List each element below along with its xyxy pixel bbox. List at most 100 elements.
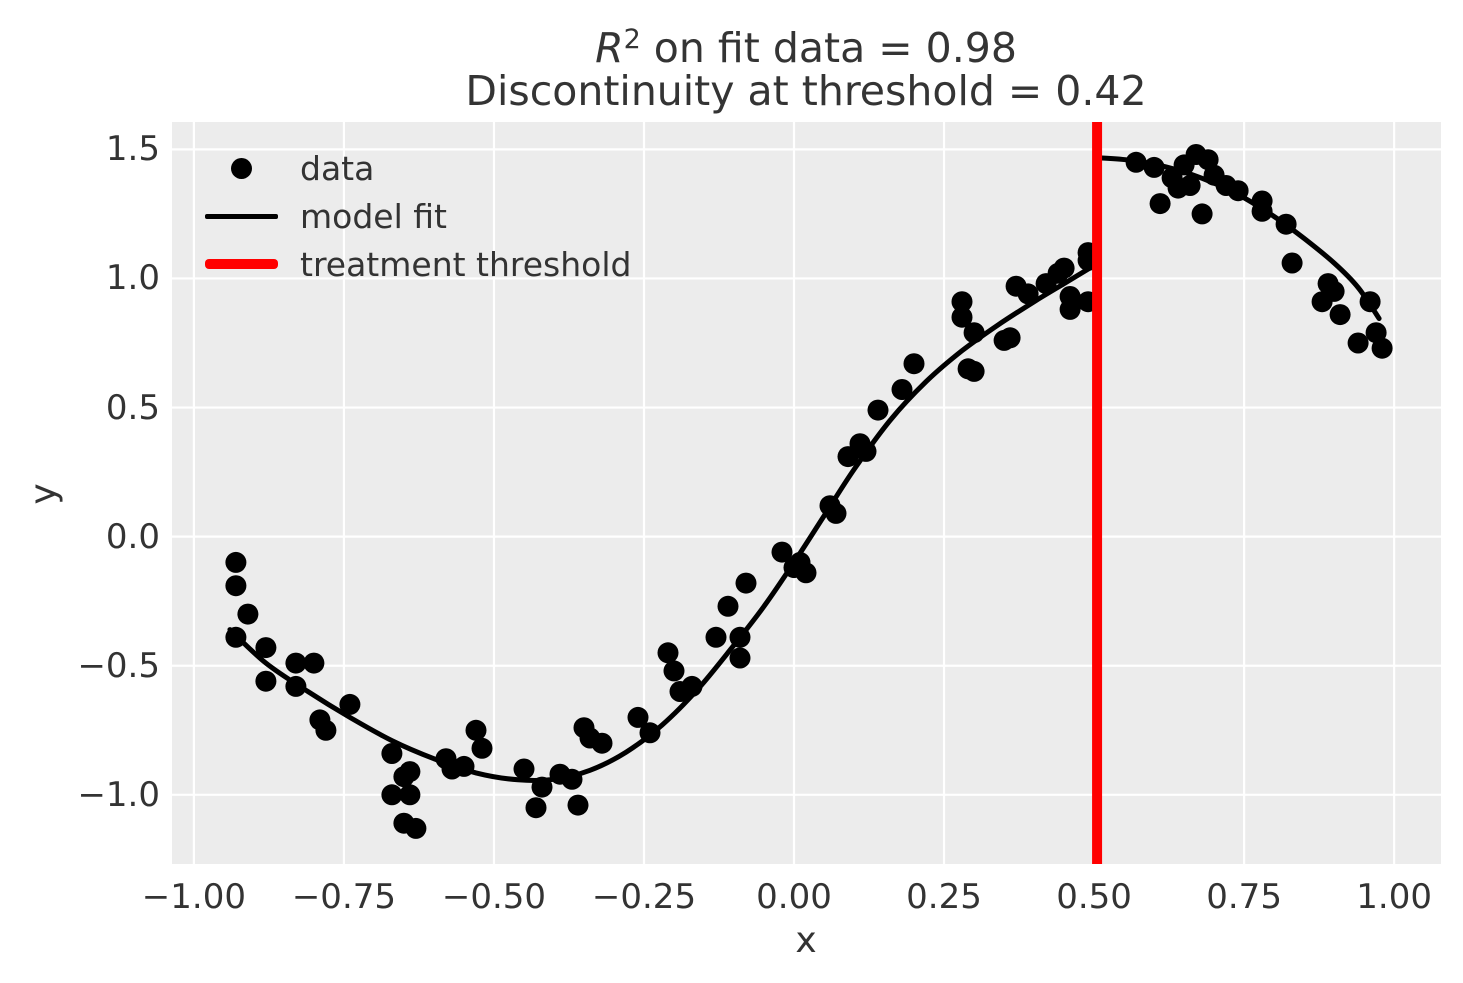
legend-label-model-fit: model fit <box>300 196 447 236</box>
data-point <box>717 595 739 617</box>
data-point <box>567 794 589 816</box>
data-point <box>405 817 427 839</box>
data-point <box>255 670 277 692</box>
data-point <box>705 626 727 648</box>
data-point <box>735 572 757 594</box>
data-point <box>315 719 337 741</box>
y-tick-label: 1.5 <box>105 129 160 170</box>
data-point <box>855 440 877 462</box>
data-point <box>381 784 403 806</box>
legend-label-treatment-threshold: treatment threshold <box>300 244 632 284</box>
data-point <box>963 322 985 344</box>
x-tick-label: 0.25 <box>906 877 982 917</box>
data-point <box>825 502 847 524</box>
data-point <box>681 675 703 697</box>
data-point <box>1227 180 1249 202</box>
data-point <box>729 626 751 648</box>
data-point <box>381 743 403 764</box>
data-point <box>1053 257 1075 279</box>
data-point <box>225 575 247 597</box>
data-point <box>1059 298 1081 320</box>
data-point <box>465 719 487 741</box>
data-point <box>867 399 889 421</box>
data-point <box>1359 291 1381 313</box>
data-point <box>303 652 325 674</box>
axes-background <box>172 122 1441 864</box>
data-point <box>531 776 553 798</box>
chart-title-line1: R2 on fit data = 0.98 <box>595 17 1017 71</box>
y-tick-label: 1.0 <box>105 258 160 299</box>
data-point <box>1149 193 1171 215</box>
data-point <box>891 379 913 400</box>
data-point <box>1281 252 1303 274</box>
title-r-superscript: 2 <box>623 24 641 55</box>
data-point <box>1329 304 1351 326</box>
threshold-line-icon <box>197 259 285 269</box>
data-point <box>1347 332 1369 354</box>
data-point <box>237 603 259 625</box>
x-tick-label: 1.00 <box>1356 877 1432 917</box>
data-point <box>771 541 793 563</box>
data-point <box>903 353 925 375</box>
data-point <box>1251 200 1273 222</box>
title-r-symbol: R <box>595 24 624 72</box>
data-point <box>339 693 361 715</box>
data-point <box>639 722 661 744</box>
y-tick-label: 0.5 <box>105 387 160 428</box>
data-point <box>951 291 973 313</box>
x-tick-label: −1.00 <box>141 877 246 917</box>
x-tick-label: −0.50 <box>441 877 547 917</box>
x-tick-label: 0.75 <box>1206 877 1282 917</box>
data-point <box>795 562 817 584</box>
x-tick-label: −0.75 <box>291 877 397 917</box>
y-tick-label: −0.5 <box>77 645 160 686</box>
data-point <box>285 652 307 674</box>
data-point <box>951 306 973 328</box>
data-point <box>573 717 595 739</box>
data-point <box>399 784 421 806</box>
data-point <box>525 797 547 819</box>
legend: data model fit treatment threshold <box>197 144 631 288</box>
data-point <box>729 647 751 669</box>
x-tick-label: −0.25 <box>591 877 697 917</box>
data-point <box>1143 156 1165 178</box>
data-point <box>513 758 535 780</box>
data-point <box>657 642 679 664</box>
data-point <box>1323 280 1345 302</box>
data-point-marker-icon <box>197 157 285 179</box>
y-tick-label: −1.0 <box>77 774 160 815</box>
data-point <box>663 660 685 682</box>
data-point <box>999 327 1021 349</box>
data-point <box>225 626 247 648</box>
title-line1-text: on fit data = 0.98 <box>640 24 1017 72</box>
data-point <box>393 766 415 788</box>
legend-item-model-fit: model fit <box>197 192 631 240</box>
data-point <box>963 360 985 382</box>
data-point <box>591 732 613 754</box>
x-axis-label: x <box>795 920 817 961</box>
legend-label-data: data <box>300 148 375 188</box>
data-point <box>1191 203 1213 225</box>
data-point <box>627 706 649 728</box>
data-point <box>561 768 583 790</box>
y-tick-label: 0.0 <box>105 516 160 557</box>
x-tick-label: 0.50 <box>1056 877 1132 917</box>
data-point <box>471 737 493 759</box>
data-point <box>1371 337 1393 359</box>
x-tick-label: 0.00 <box>756 877 832 917</box>
data-point <box>255 637 277 659</box>
data-point <box>1275 213 1297 235</box>
data-point <box>1179 175 1201 196</box>
chart-title-line2: Discontinuity at threshold = 0.42 <box>465 67 1147 115</box>
y-axis-label: y <box>23 483 64 505</box>
legend-item-treatment-threshold: treatment threshold <box>197 240 631 288</box>
data-point <box>1017 283 1039 305</box>
data-point <box>453 755 475 777</box>
legend-item-data: data <box>197 144 631 192</box>
data-point <box>225 551 247 573</box>
data-point <box>1125 151 1147 173</box>
data-point <box>285 675 307 697</box>
model-fit-line-icon <box>197 213 285 219</box>
